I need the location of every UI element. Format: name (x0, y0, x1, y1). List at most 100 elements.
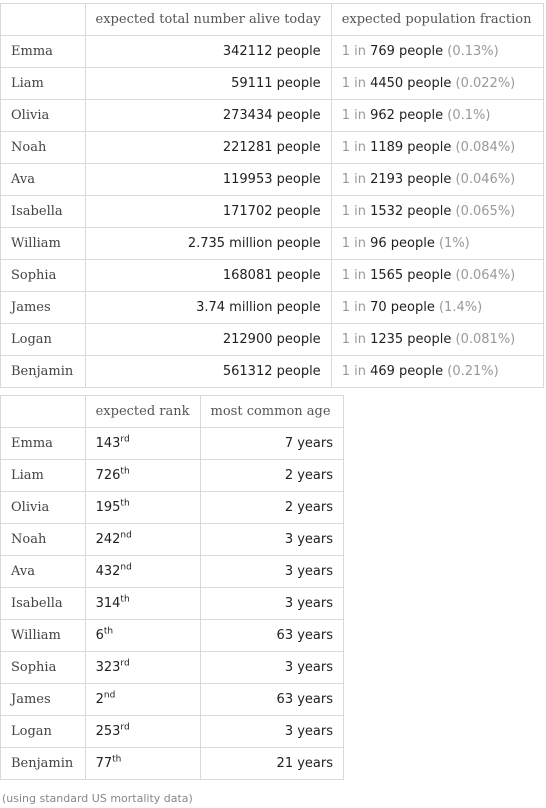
rank-value: 2 (95, 692, 104, 707)
table-row: Olivia 195th 2 years (0, 491, 345, 524)
rank-cell: 143rd (84, 427, 201, 460)
name-cell: Isabella (0, 195, 86, 228)
rank-value: 253 (95, 724, 121, 739)
name-cell: Sophia (0, 651, 86, 684)
name-cell: Logan (0, 323, 86, 356)
table-row: Liam 726th 2 years (0, 459, 345, 492)
rank-cell: 253rd (84, 715, 201, 748)
age-cell: 3 years (199, 587, 345, 620)
age-cell: 21 years (199, 747, 345, 780)
population-fraction-cell: 1 in 1532 people (0.065%) (330, 195, 545, 228)
table-row: Emma 143rd 7 years (0, 427, 345, 460)
rank-cell: 6th (84, 619, 201, 652)
header-cell-total: expected total number alive today (84, 3, 332, 36)
rank-suffix: th (120, 466, 130, 477)
name-cell: James (0, 683, 86, 716)
total-alive-cell: 561312 people (84, 355, 332, 388)
age-cell: 63 years (199, 683, 345, 716)
rank-value: 432 (95, 564, 121, 579)
fraction-prefix: 1 in (341, 140, 366, 155)
name-cell: Benjamin (0, 355, 86, 388)
table-row: Logan 253rd 3 years (0, 715, 345, 748)
rank-value: 143 (95, 436, 121, 451)
fraction-prefix: 1 in (341, 236, 366, 251)
fraction-value: 96 people (370, 236, 435, 251)
table-row: Olivia 273434 people 1 in 962 people (0.1%… (0, 99, 545, 132)
rank-suffix: rd (120, 722, 130, 733)
name-cell: Sophia (0, 259, 86, 292)
rank-cell: 195th (84, 491, 201, 524)
rank-cell: 323rd (84, 651, 201, 684)
age-cell: 3 years (199, 555, 345, 588)
rank-suffix: th (120, 594, 130, 605)
rank-cell: 77th (84, 747, 201, 780)
header-cell-age: most common age (199, 395, 345, 428)
name-cell: Emma (0, 427, 86, 460)
table-row: Benjamin 77th 21 years (0, 747, 345, 780)
fraction-value: 2193 people (370, 172, 452, 187)
fraction-value: 469 people (370, 364, 444, 379)
name-cell: Noah (0, 131, 86, 164)
table-row: Liam 59111 people 1 in 4450 people (0.022%… (0, 67, 545, 100)
population-fraction-cell: 1 in 1189 people (0.084%) (330, 131, 545, 164)
name-cell: William (0, 619, 86, 652)
population-fraction-cell: 1 in 469 people (0.21%) (330, 355, 545, 388)
total-alive-cell: 221281 people (84, 131, 332, 164)
name-cell: Olivia (0, 99, 86, 132)
population-fraction-cell: 1 in 70 people (1.4%) (330, 291, 545, 324)
name-cell: Olivia (0, 491, 86, 524)
rank-suffix: rd (120, 434, 130, 445)
table-row: William 6th 63 years (0, 619, 345, 652)
rank-value: 323 (95, 660, 121, 675)
table-row: Noah 242nd 3 years (0, 523, 345, 556)
header-row: expected total number alive today expect… (0, 3, 545, 36)
fraction-prefix: 1 in (341, 332, 366, 347)
total-alive-cell: 212900 people (84, 323, 332, 356)
name-cell: Isabella (0, 587, 86, 620)
rank-value: 195 (95, 500, 121, 515)
fraction-value: 4450 people (370, 76, 452, 91)
table-row: Ava 119953 people 1 in 2193 people (0.046%… (0, 163, 545, 196)
name-cell: Ava (0, 163, 86, 196)
fraction-value: 962 people (370, 108, 444, 123)
table-row: Isabella 171702 people 1 in 1532 people (0… (0, 195, 545, 228)
total-alive-cell: 3.74 million people (84, 291, 332, 324)
total-alive-cell: 171702 people (84, 195, 332, 228)
name-cell: Emma (0, 35, 86, 68)
population-table: expected total number alive today expect… (0, 3, 545, 388)
footnote: (using standard US mortality data) (2, 792, 193, 805)
rank-suffix: nd (120, 562, 132, 573)
table-row: Sophia 168081 people 1 in 1565 people (0.0… (0, 259, 545, 292)
fraction-value: 1235 people (370, 332, 452, 347)
rank-value: 314 (95, 596, 121, 611)
table-row: Emma 342112 people 1 in 769 people (0.13%) (0, 35, 545, 68)
total-alive-cell: 342112 people (84, 35, 332, 68)
rank-cell: 432nd (84, 555, 201, 588)
fraction-percent: (1%) (438, 236, 470, 251)
age-cell: 2 years (199, 491, 345, 524)
population-fraction-cell: 1 in 769 people (0.13%) (330, 35, 545, 68)
table-row: Benjamin 561312 people 1 in 469 people (0.… (0, 355, 545, 388)
header-cell-rank: expected rank (84, 395, 201, 428)
fraction-percent: (0.13%) (447, 44, 499, 59)
name-cell: William (0, 227, 86, 260)
total-alive-cell: 273434 people (84, 99, 332, 132)
rank-value: 242 (95, 532, 121, 547)
table-row: William 2.735 million people 1 in 96 peopl… (0, 227, 545, 260)
header-cell-name (0, 395, 86, 428)
age-cell: 63 years (199, 619, 345, 652)
rank-cell: 314th (84, 587, 201, 620)
fraction-prefix: 1 in (341, 268, 366, 283)
fraction-prefix: 1 in (341, 300, 366, 315)
name-cell: Liam (0, 67, 86, 100)
rank-cell: 2nd (84, 683, 201, 716)
age-cell: 7 years (199, 427, 345, 460)
fraction-percent: (1.4%) (438, 300, 483, 315)
rank-value: 6 (95, 628, 104, 643)
total-alive-cell: 59111 people (84, 67, 332, 100)
fraction-percent: (0.081%) (455, 332, 516, 347)
population-fraction-cell: 1 in 962 people (0.1%) (330, 99, 545, 132)
rank-value: 726 (95, 468, 121, 483)
name-cell: Noah (0, 523, 86, 556)
name-cell: Liam (0, 459, 86, 492)
